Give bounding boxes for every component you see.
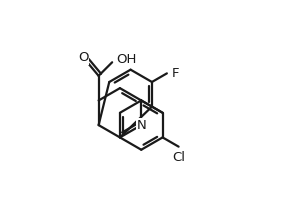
Text: Cl: Cl	[172, 151, 185, 164]
Text: OH: OH	[117, 53, 137, 66]
Text: F: F	[172, 67, 180, 80]
Text: O: O	[78, 51, 88, 64]
Text: N: N	[136, 119, 146, 132]
